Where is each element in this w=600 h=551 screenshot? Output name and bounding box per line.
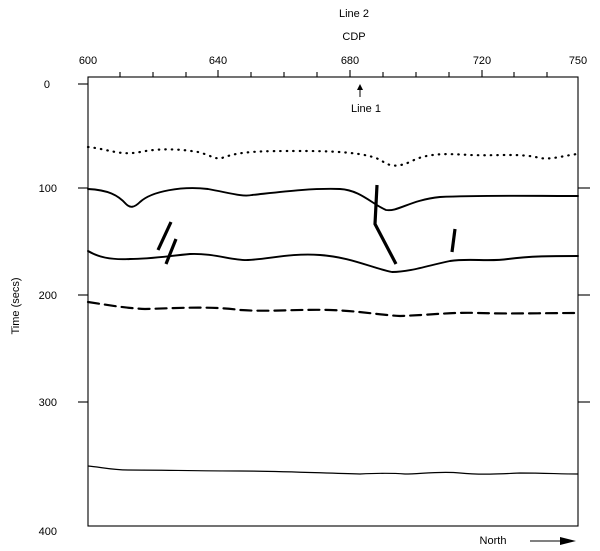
x-tick-label: 750 (569, 55, 587, 67)
line-1-arrowhead (357, 84, 363, 90)
fault-mark (373, 184, 398, 265)
y-axis-label: Time (secs) (10, 277, 22, 334)
x-tick-label: 600 (79, 55, 97, 67)
horizon-solid-middle (87, 250, 579, 273)
fault-mark (164, 238, 178, 265)
plot-frame (87, 76, 579, 527)
y-tick-labels: 0 100 200 300 400 (39, 79, 57, 538)
x-tick-label: 720 (473, 55, 491, 67)
cdp-axis-title: CDP (342, 31, 365, 43)
line-1-marker: Line 1 (351, 84, 381, 115)
y-tick-label: 400 (39, 526, 57, 538)
y-ticks (78, 83, 590, 403)
north-arrow: North (480, 535, 576, 547)
horizon-solid-lower (87, 465, 579, 475)
y-tick-label: 100 (39, 183, 57, 195)
x-tick-label: 680 (341, 55, 359, 67)
horizon-dotted (86, 145, 580, 167)
y-tick-label: 0 (44, 79, 50, 91)
fault-mark (450, 228, 457, 253)
horizon-dashed (86, 300, 580, 318)
y-tick-label: 300 (39, 397, 57, 409)
fault-mark (156, 221, 173, 251)
x-ticks (119, 70, 548, 77)
x-tick-labels: 600 640 680 720 750 (79, 55, 587, 67)
y-tick-label: 200 (39, 290, 57, 302)
x-tick-label: 640 (209, 55, 227, 67)
horizon-solid-upper (87, 187, 579, 212)
north-label: North (480, 535, 507, 547)
line-2-label: Line 2 (339, 8, 369, 20)
north-arrow-head-icon (560, 537, 576, 545)
line-1-label: Line 1 (351, 103, 381, 115)
